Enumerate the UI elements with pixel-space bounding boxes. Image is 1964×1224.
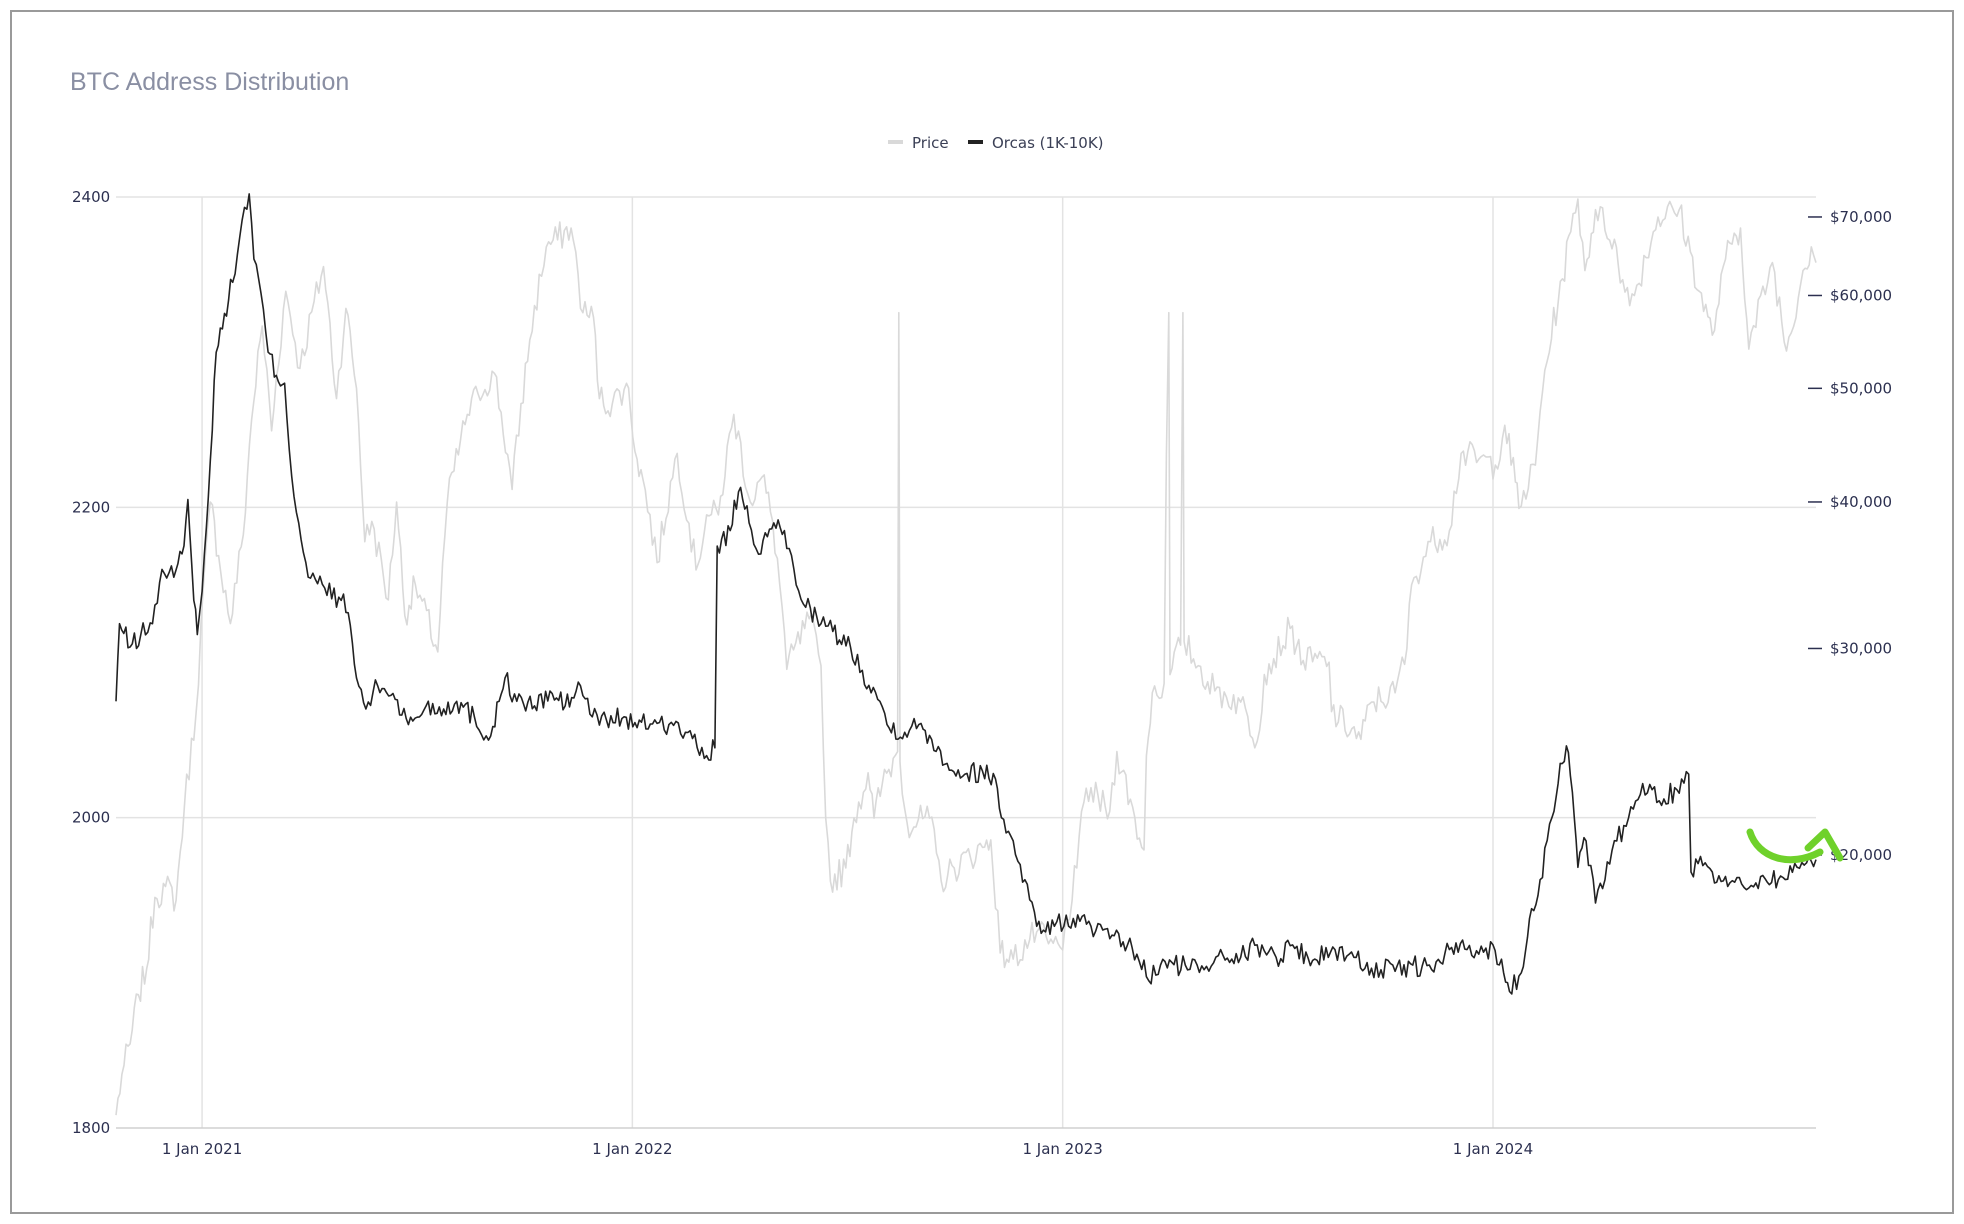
legend: Price Orcas (1K-10K) [888, 134, 1104, 152]
chart-frame [10, 10, 1954, 1214]
y-left-tick-label: 2400 [72, 188, 110, 206]
y-right-tick-label: $40,000 [1830, 493, 1892, 511]
x-tick-label: 1 Jan 2022 [592, 1140, 672, 1158]
y-right-tick-label: $50,000 [1830, 379, 1892, 397]
y-right-tick-label: $60,000 [1830, 286, 1892, 304]
x-tick-label: 1 Jan 2021 [162, 1140, 242, 1158]
x-tick-label: 1 Jan 2024 [1453, 1140, 1533, 1158]
y-right-tick-label: $30,000 [1830, 639, 1892, 657]
legend-orcas-swatch [968, 140, 983, 144]
grid-layer [116, 196, 1816, 1128]
chart-title: BTC Address Distribution [70, 68, 349, 96]
y-right-tick-label: $20,000 [1830, 846, 1892, 864]
annotation-arrow-curve [1746, 828, 1824, 864]
annotation-layer [1746, 828, 1844, 864]
axis-layer: 1800 2000 2200 2400 1 Jan 2021 1 Jan 2022 1 Ja… [72, 188, 1892, 1158]
y-right-tick-label: $70,000 [1830, 208, 1892, 226]
orcas-line [115, 193, 1817, 995]
price-line [115, 198, 1817, 1116]
y-left-tick-label: 2000 [72, 809, 110, 827]
price-series-layer [115, 198, 1817, 1116]
orcas-series-layer [115, 193, 1817, 995]
annotation-arrow-head [1804, 828, 1844, 862]
y-left-tick-label: 2200 [72, 498, 110, 516]
legend-orcas-label: Orcas (1K-10K) [992, 134, 1104, 152]
x-tick-label: 1 Jan 2023 [1022, 1140, 1102, 1158]
legend-price-label: Price [912, 134, 949, 152]
legend-price-swatch [888, 140, 903, 144]
y-left-tick-label: 1800 [72, 1119, 110, 1137]
